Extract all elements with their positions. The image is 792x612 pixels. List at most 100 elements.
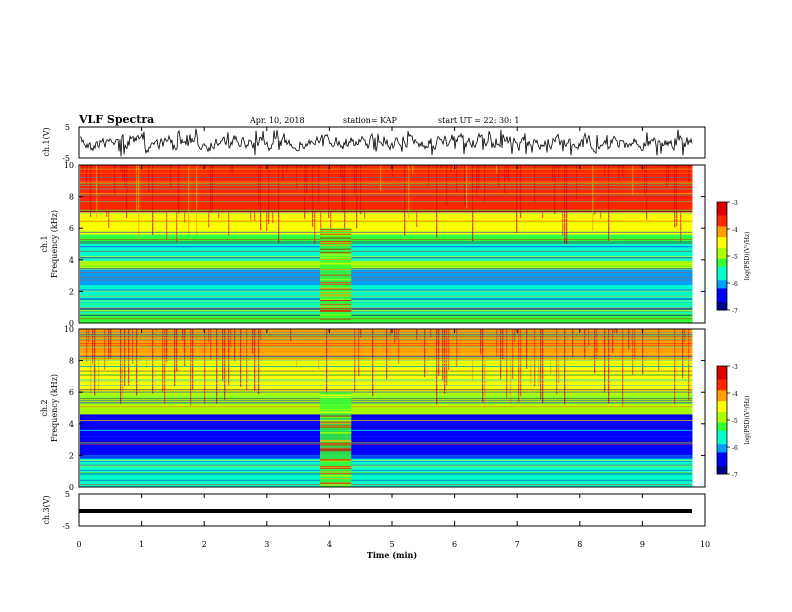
spectrogram-streak — [614, 329, 616, 334]
colorbar-segment — [717, 283, 727, 287]
colorbar-segment — [717, 471, 727, 475]
gap-line — [320, 426, 352, 428]
spectrogram-line — [80, 401, 693, 403]
spectrogram-streak — [86, 165, 88, 185]
spectrogram-streak — [320, 165, 322, 241]
colorbar-segment — [717, 231, 727, 235]
date-label: Apr. 10, 2018 — [249, 116, 305, 125]
spectrogram-line — [80, 256, 693, 257]
spectrogram-streak — [304, 165, 306, 220]
spectrogram-streak — [164, 165, 166, 167]
spectrogram-line — [80, 403, 693, 404]
spectrogram-line — [80, 298, 693, 300]
gap-region — [320, 392, 352, 487]
spectrogram-line — [80, 192, 693, 194]
no-data-area — [692, 329, 705, 487]
spectrogram-line — [80, 314, 693, 316]
spectrogram-streak — [314, 165, 316, 244]
spectrogram-line — [80, 239, 693, 241]
spectrogram-streak — [472, 329, 474, 382]
spectrogram-streak — [300, 165, 302, 169]
colorbar-segment — [717, 264, 727, 268]
spectrogram-streak — [176, 165, 178, 242]
spectrogram-line — [80, 382, 693, 384]
spectrogram-line — [80, 396, 693, 398]
spectrogram-line — [80, 433, 693, 434]
spectrogram-line — [80, 280, 693, 282]
spectrogram-streak — [632, 329, 634, 376]
colorbar-segment — [717, 291, 727, 295]
ytick-label: 6 — [69, 224, 74, 233]
ytick-label: 6 — [69, 388, 74, 397]
spectrogram-line — [80, 235, 693, 237]
spectrogram-line — [80, 473, 693, 475]
xtick-label: 5 — [389, 540, 394, 549]
spectrogram-band — [80, 436, 693, 459]
spectrogram-line — [80, 304, 693, 305]
ytick-label: 8 — [69, 357, 74, 366]
spectrogram-line — [80, 173, 693, 175]
gap-line — [320, 415, 352, 417]
colorbar-segment — [717, 428, 727, 432]
spectrogram-streak — [156, 329, 158, 331]
spectrogram-streak — [126, 165, 128, 219]
spectrogram-streak — [90, 165, 92, 218]
spectrogram-band — [80, 313, 693, 323]
gap-line — [320, 298, 352, 300]
spectrogram-streak — [296, 165, 298, 189]
colorbar-segment — [717, 239, 727, 243]
spectrogram-streak — [116, 329, 118, 340]
spectrogram-streak — [412, 165, 414, 176]
ytick-label: 4 — [69, 256, 74, 265]
spectrogram-line — [80, 466, 693, 468]
ytick-label: 2 — [69, 451, 74, 460]
spectrogram-streak — [102, 165, 104, 207]
colorbar-segment — [717, 374, 727, 378]
spectrogram-streak — [216, 165, 218, 178]
spectrogram-line — [80, 172, 693, 174]
colorbar-segment — [717, 438, 727, 443]
gap-line — [320, 459, 352, 461]
colorbar-segment — [717, 223, 727, 227]
colorbar-segment — [717, 447, 727, 451]
gap-line — [320, 475, 352, 477]
spectrogram-streak — [250, 165, 252, 221]
spectrogram-streak — [218, 165, 220, 219]
colorbar-segment — [717, 285, 727, 289]
colorbar-segment — [717, 444, 727, 448]
spectrogram-streak — [394, 329, 396, 344]
spectrogram-streak — [344, 165, 346, 230]
spectrogram-streak — [330, 165, 332, 237]
colorbar-segment — [717, 210, 727, 214]
colorbar-segment — [717, 258, 727, 262]
spectrogram-streak — [306, 165, 308, 194]
spectrogram-line — [80, 355, 693, 357]
spectrogram-streak — [540, 329, 542, 400]
spectrogram-streak — [482, 329, 484, 402]
gap-line — [320, 279, 352, 281]
spectrogram-line — [80, 339, 693, 340]
spectrogram-streak — [646, 165, 648, 220]
ch3-waveform-trace — [79, 509, 692, 513]
time-axis-label: Time (min) — [367, 550, 417, 560]
colorbar-segment — [717, 430, 727, 434]
colorbar-segment — [717, 215, 727, 219]
ch3-waveform-ylabel: ch.3(V) — [42, 495, 51, 524]
spectrogram-streak — [680, 165, 682, 242]
spectrogram-streak — [136, 165, 138, 212]
spectrogram-streak — [536, 165, 538, 187]
ytick-label: 8 — [69, 193, 74, 202]
colorbar-segment — [717, 218, 727, 222]
spectrogram-streak — [364, 165, 366, 219]
spectrogram-streak — [644, 165, 646, 197]
spectrogram-streak — [658, 329, 660, 371]
spectrogram-streak — [616, 329, 618, 334]
colorbar-segment — [717, 242, 727, 246]
spectrogram-line — [80, 334, 693, 336]
colorbar-segment — [717, 204, 727, 208]
gap-line — [320, 422, 352, 424]
spectrogram-line — [80, 284, 693, 286]
colorbar-segment — [717, 207, 727, 211]
colorbar-segment — [717, 226, 727, 230]
spectrogram-line — [80, 358, 693, 360]
